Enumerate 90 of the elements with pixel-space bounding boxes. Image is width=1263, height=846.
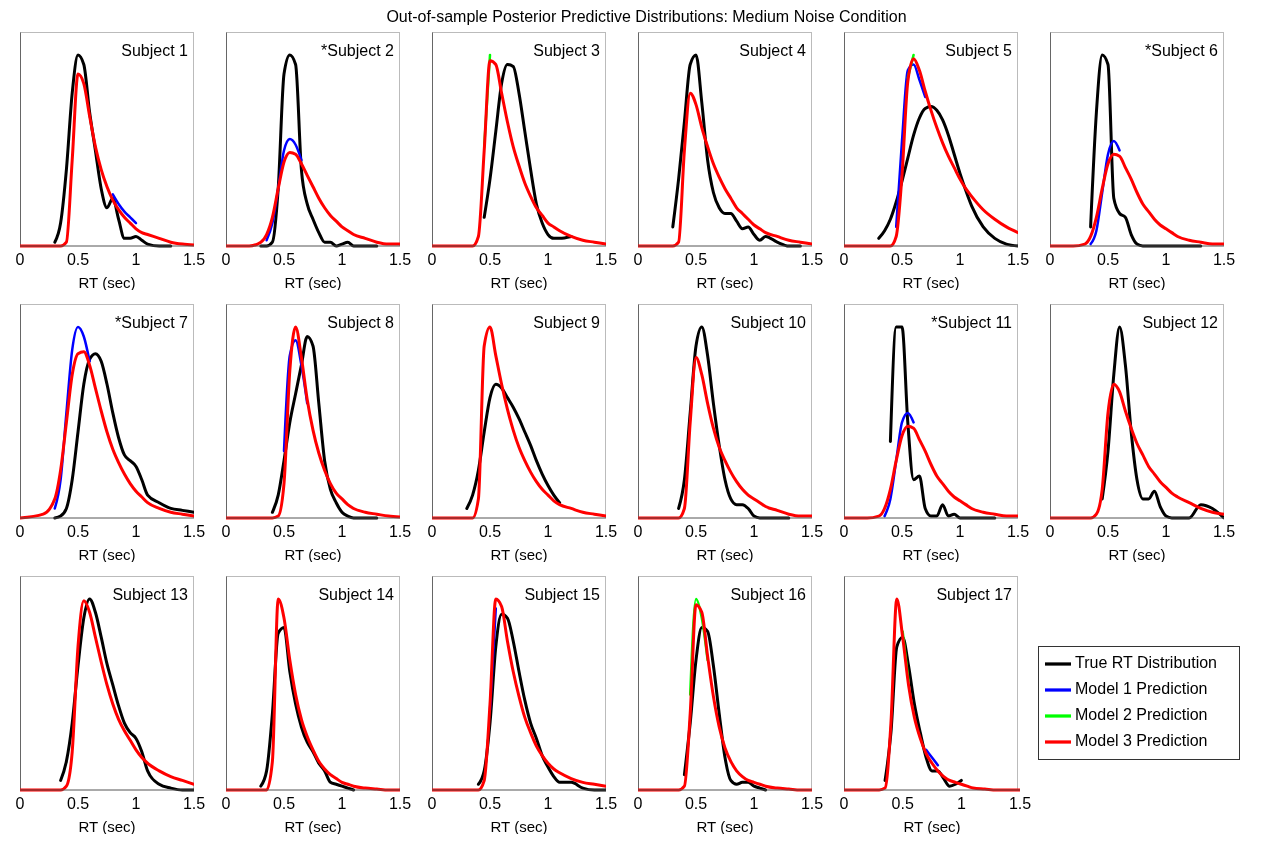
chart-title: Subject 8 [326, 314, 394, 332]
chart-title: Subject 15 [523, 586, 600, 604]
x-tick-label: 1.5 [594, 251, 618, 269]
legend-label: Model 3 Prediction [1075, 732, 1208, 750]
x-tick-label: 1.5 [1006, 251, 1030, 269]
x-tick-label: 0.5 [890, 251, 914, 269]
x-tick-label: 0.5 [272, 523, 296, 541]
legend-label: Model 2 Prediction [1075, 706, 1208, 724]
x-tick-label: 0 [15, 251, 25, 269]
x-tick-label: 1.5 [182, 251, 206, 269]
chart-title: Subject 3 [532, 42, 600, 60]
x-tick-label: 0 [427, 523, 437, 541]
x-tick-label: 1.5 [800, 795, 824, 813]
chart-title: Subject 4 [738, 42, 806, 60]
x-tick-label: 0.5 [272, 795, 296, 813]
chart-title: Subject 5 [944, 42, 1012, 60]
chart-title: Subject 10 [729, 314, 806, 332]
x-tick-label: 0 [221, 251, 231, 269]
chart-title: *Subject 7 [114, 314, 188, 332]
x-tick-label: 0.5 [478, 251, 502, 269]
chart-title: *Subject 2 [320, 42, 394, 60]
x-tick-label: 1 [749, 795, 759, 813]
x-tick-label: 0 [15, 523, 25, 541]
x-tick-label: 0 [1045, 523, 1055, 541]
chart-title: Subject 1 [120, 42, 188, 60]
x-tick-label: 0 [221, 523, 231, 541]
x-tick-label: 1.5 [1008, 795, 1032, 813]
x-tick-label: 1 [749, 523, 759, 541]
x-tick-label: 0.5 [890, 523, 914, 541]
x-tick-label: 0.5 [1096, 523, 1120, 541]
x-tick-label: 1 [543, 795, 553, 813]
x-tick-label: 0 [633, 251, 643, 269]
x-tick-label: 0.5 [272, 251, 296, 269]
x-tick-label: 1.5 [388, 251, 412, 269]
x-tick-label: 1 [131, 795, 141, 813]
x-tick-label: 0 [221, 795, 231, 813]
x-tick-label: 1.5 [388, 523, 412, 541]
x-tick-label: 1 [337, 251, 347, 269]
x-tick-label: 1 [1161, 523, 1171, 541]
x-tick-label: 0 [1045, 251, 1055, 269]
x-tick-label: 1.5 [388, 795, 412, 813]
x-tick-label: 0.5 [66, 251, 90, 269]
x-tick-label: 1.5 [182, 523, 206, 541]
legend-label: Model 1 Prediction [1075, 680, 1208, 698]
x-tick-label: 1.5 [1212, 523, 1236, 541]
x-tick-label: 1 [131, 251, 141, 269]
x-tick-label: 1 [1161, 251, 1171, 269]
chart-title: Subject 14 [317, 586, 394, 604]
x-tick-label: 0.5 [684, 523, 708, 541]
chart-title: Subject 12 [1141, 314, 1218, 332]
x-tick-label: 0.5 [66, 523, 90, 541]
x-tick-label: 0.5 [66, 795, 90, 813]
x-tick-label: 0.5 [478, 795, 502, 813]
x-tick-label: 1 [749, 251, 759, 269]
x-tick-label: 1.5 [594, 523, 618, 541]
x-tick-label: 1.5 [1212, 251, 1236, 269]
x-tick-label: 1 [956, 795, 966, 813]
x-tick-label: 1.5 [594, 795, 618, 813]
x-tick-label: 1.5 [1006, 523, 1030, 541]
x-tick-label: 1.5 [800, 523, 824, 541]
x-tick-label: 0 [839, 251, 849, 269]
chart-title: Subject 9 [532, 314, 600, 332]
x-tick-label: 0 [839, 795, 849, 813]
x-tick-label: 1.5 [800, 251, 824, 269]
x-tick-label: 0 [633, 795, 643, 813]
x-tick-label: 1 [543, 251, 553, 269]
x-tick-label: 0 [15, 795, 25, 813]
x-tick-label: 0.5 [684, 251, 708, 269]
x-tick-label: 0.5 [1096, 251, 1120, 269]
x-tick-label: 1 [955, 251, 965, 269]
x-tick-label: 1 [955, 523, 965, 541]
x-tick-label: 1.5 [182, 795, 206, 813]
x-tick-label: 0.5 [684, 795, 708, 813]
x-tick-label: 1 [337, 523, 347, 541]
x-tick-label: 0.5 [478, 523, 502, 541]
chart-title: Subject 17 [935, 586, 1012, 604]
x-tick-label: 0 [839, 523, 849, 541]
legend-label: True RT Distribution [1075, 654, 1217, 672]
x-tick-label: 0 [427, 795, 437, 813]
chart-title: *Subject 6 [1144, 42, 1218, 60]
chart-title: *Subject 11 [930, 314, 1012, 332]
x-tick-label: 1 [543, 523, 553, 541]
x-tick-label: 1 [131, 523, 141, 541]
x-tick-label: 0.5 [891, 795, 914, 813]
text: Out-of-sample Posterior Predictive Distributions: Medium Noise Condition [385, 8, 908, 27]
x-tick-label: 0 [427, 251, 437, 269]
x-tick-label: 1 [337, 795, 347, 813]
chart-title: Subject 16 [729, 586, 806, 604]
chart-title: Subject 13 [111, 586, 188, 604]
x-tick-label: 0 [633, 523, 643, 541]
